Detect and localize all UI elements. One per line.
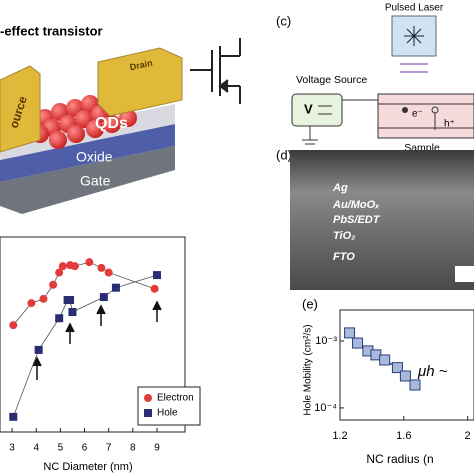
data-point bbox=[104, 268, 113, 277]
hole-label: h⁺ bbox=[444, 119, 455, 130]
x-tick-label: 8 bbox=[130, 443, 136, 454]
legend-swatch bbox=[144, 394, 152, 402]
gate-label: Gate bbox=[80, 173, 111, 189]
legend-swatch bbox=[144, 409, 152, 417]
data-point bbox=[9, 412, 18, 421]
layer-label: TiO₂ bbox=[333, 230, 355, 242]
data-point bbox=[97, 263, 106, 272]
data-point bbox=[391, 362, 403, 374]
source-electrode bbox=[0, 65, 41, 153]
plot-frame bbox=[339, 309, 474, 421]
legend-label: Electron bbox=[157, 393, 194, 404]
data-point bbox=[85, 258, 94, 267]
layer-label: PbS/EDT bbox=[333, 214, 381, 226]
data-point bbox=[152, 271, 161, 280]
data-point bbox=[150, 284, 159, 293]
laser-burst bbox=[404, 26, 424, 46]
data-point bbox=[34, 345, 43, 354]
electron-dot bbox=[402, 107, 408, 113]
x-axis-label: NC radius (n bbox=[366, 452, 433, 466]
data-point bbox=[111, 283, 120, 292]
sem-labels: Ag Au/MoOₓ PbS/EDT TiO₂ FTO bbox=[332, 182, 381, 263]
panel-label: (d) bbox=[276, 147, 292, 162]
circuit bbox=[302, 99, 380, 145]
x-tick-label: 7 bbox=[106, 443, 112, 454]
x-tick-label: 1.2 bbox=[332, 430, 347, 442]
y-tick-label: 10⁻³ bbox=[315, 335, 337, 347]
layer-label: Au/MoOₓ bbox=[332, 199, 380, 211]
data-point bbox=[58, 262, 67, 271]
electron-label: e⁻ bbox=[412, 109, 423, 120]
x-tick-label: 6 bbox=[82, 443, 88, 454]
plot-frame bbox=[0, 236, 186, 433]
oxide-label: Oxide bbox=[76, 149, 113, 165]
data-point bbox=[409, 379, 421, 391]
oxide-layer bbox=[0, 124, 175, 182]
data-point bbox=[344, 327, 356, 339]
data-point bbox=[49, 280, 58, 289]
data-point bbox=[55, 314, 64, 323]
data-point bbox=[99, 293, 108, 302]
sample-box bbox=[377, 93, 474, 139]
annotation-arrows bbox=[32, 300, 162, 380]
data-point bbox=[55, 268, 64, 277]
guide-line bbox=[12, 261, 155, 326]
data-point bbox=[39, 294, 48, 303]
x-tick-label: 9 bbox=[154, 443, 160, 454]
gate-layer bbox=[0, 146, 175, 214]
scale-bar bbox=[455, 266, 474, 282]
x-tick-label: 3 bbox=[9, 443, 15, 454]
panel-title: -effect transistor bbox=[0, 23, 103, 38]
x-tick-label: 1.6 bbox=[396, 430, 411, 442]
data-point bbox=[68, 308, 77, 317]
x-tick-label: 4 bbox=[33, 443, 39, 454]
voltage-symbol: V bbox=[304, 101, 313, 116]
voltage-box bbox=[291, 93, 343, 127]
layer-label: Ag bbox=[332, 182, 348, 194]
x-axis-label: NC Diameter (nm) bbox=[43, 461, 132, 473]
qds-label: QDs bbox=[95, 115, 128, 132]
data-point bbox=[70, 262, 79, 271]
x-tick-label: 2 bbox=[465, 430, 471, 442]
legend-box bbox=[137, 386, 201, 426]
data-point bbox=[379, 354, 391, 366]
legend-label: Hole bbox=[157, 408, 178, 419]
y-axis-label: Hole Mobility (cm²/s) bbox=[303, 324, 314, 415]
layer-label: FTO bbox=[333, 251, 355, 263]
panel-label: (c) bbox=[276, 13, 291, 28]
sem-image bbox=[290, 150, 474, 290]
x-tick-label: 5 bbox=[58, 443, 64, 454]
data-point bbox=[352, 337, 364, 349]
data-point bbox=[66, 296, 75, 305]
drain-label: Drain bbox=[129, 58, 154, 73]
data-point bbox=[9, 321, 18, 330]
laser-label: Pulsed Laser bbox=[385, 3, 444, 14]
y-tick-label: 10⁻⁴ bbox=[314, 402, 337, 414]
annotation: μh ~ bbox=[417, 363, 448, 380]
voltage-label: Voltage Source bbox=[296, 74, 367, 86]
data-point bbox=[27, 299, 36, 308]
transistor-symbol bbox=[190, 38, 241, 104]
panel-label: (e) bbox=[302, 296, 318, 311]
drain-electrode bbox=[97, 47, 183, 117]
data-point bbox=[399, 370, 411, 382]
